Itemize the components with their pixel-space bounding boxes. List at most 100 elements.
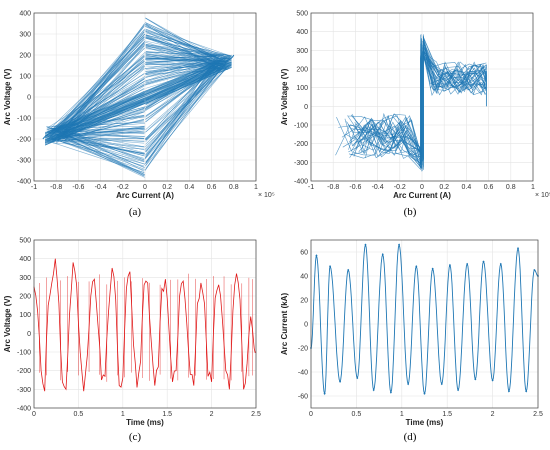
trajectory-line: [145, 59, 222, 157]
trajectory-line: [52, 100, 145, 143]
trajectory-line: [348, 121, 422, 161]
trajectory-line: [356, 113, 422, 156]
x-tick-label: 0.4: [462, 184, 472, 191]
trajectory-line: [48, 65, 145, 128]
y-tick-label: -20: [298, 346, 308, 353]
panel-b-voltage-current-trajectory: -1 -0.8 -0.6 -0.4 -0.2 0 0.2 0.4 0.6 0.8 1 -400 -300…: [280, 11, 550, 201]
x-tick-label: 2: [210, 411, 214, 418]
trajectory-line: [145, 65, 222, 141]
trajectory-line: [145, 53, 225, 66]
panel-a-voltage-current-scatter: -1 -0.8 -0.6 -0.4 -0.2 0 0.2 0.4 0.6 0.8 1 -400 -300…: [3, 11, 275, 201]
trajectory-line: [47, 115, 144, 132]
trajectory-line: [45, 64, 232, 143]
x-tick-label: 1: [121, 411, 125, 418]
trajectory-line: [45, 55, 232, 134]
x-tick-label: 0.4: [185, 184, 195, 191]
trajectory-line: [45, 58, 232, 137]
trajectory-line: [335, 124, 422, 156]
trajectory-line: [45, 62, 232, 141]
trajectory-line: [64, 137, 145, 155]
trajectory-line: [62, 56, 145, 143]
y-tick-label: 60: [300, 250, 308, 257]
data-point: [466, 263, 469, 265]
trajectory-line: [45, 63, 232, 142]
trajectory-line: [145, 64, 216, 123]
y-tick-label: 200: [296, 67, 308, 74]
y-tick-label: -200: [17, 368, 31, 375]
y-tick-label: 400: [19, 256, 31, 263]
data-point: [381, 253, 384, 256]
x-tick-label: -0.4: [372, 184, 384, 191]
trajectory-line: [45, 61, 232, 140]
data-point: [347, 269, 350, 271]
trajectory-line: [144, 21, 232, 66]
trajectory-line: [45, 62, 232, 141]
trajectory-line: [350, 115, 422, 168]
x-tick-label: 2.5: [533, 411, 543, 418]
y-tick-label: 400: [296, 29, 308, 36]
trajectory-line: [45, 63, 232, 142]
trajectory-line: [45, 55, 232, 135]
trajectory-line: [55, 100, 145, 128]
trajectory-line: [45, 55, 232, 134]
trajectory-line: [45, 61, 232, 140]
trajectory-line: [45, 57, 232, 136]
x-tick-label: 1: [400, 411, 404, 418]
x-tick-label: 2.5: [251, 411, 261, 418]
x-tick-label: -0.8: [327, 184, 339, 191]
trajectory-line: [45, 67, 232, 146]
trajectory-line: [146, 59, 217, 68]
y-tick-label: -200: [294, 141, 308, 148]
x-tick-label: 0.5: [74, 411, 84, 418]
trajectory-line: [145, 65, 219, 69]
x-tick-label: 1: [531, 184, 535, 191]
y-tick-label: 100: [296, 85, 308, 92]
trajectory-line: [45, 64, 232, 143]
trajectory-line: [144, 63, 222, 112]
trajectory-line: [45, 62, 232, 142]
data-point: [339, 380, 341, 383]
trajectory-line: [145, 45, 229, 63]
x-tick-label: 0.2: [162, 184, 172, 191]
trajectory-line: [144, 24, 218, 69]
y-tick-label: 20: [300, 298, 308, 305]
x-axis-label: Arc Current (A): [116, 191, 174, 200]
trajectory-line: [145, 59, 215, 109]
y-tick-label: 0: [304, 322, 308, 329]
trajectory-line: [45, 66, 232, 145]
trajectory-line: [145, 37, 229, 68]
y-tick-label: -100: [17, 116, 31, 123]
data-point: [356, 377, 359, 379]
trajectory-line: [45, 55, 232, 134]
y-tick-label: -400: [17, 406, 31, 413]
trajectory-line: [354, 114, 422, 155]
trajectory-line: [422, 55, 484, 96]
trajectory-line: [52, 142, 145, 150]
trajectory-line: [45, 64, 232, 144]
y-tick-label: 0: [27, 331, 31, 338]
x-tick-label: 0.6: [484, 184, 494, 191]
trajectory-line: [45, 58, 232, 137]
trajectory-line: [45, 66, 232, 145]
x-tick-label: -0.2: [394, 184, 406, 191]
data-point: [323, 392, 326, 395]
trajectory-line: [45, 57, 232, 136]
trajectory-line: [56, 64, 145, 137]
x-tick-label: 1: [254, 184, 258, 191]
trajectory-line: [49, 39, 145, 134]
trajectory-line: [45, 65, 232, 144]
y-tick-label: -400: [294, 179, 308, 186]
trajectory-line: [348, 112, 422, 159]
trajectory-line: [45, 62, 232, 141]
trajectory-line: [45, 56, 232, 135]
y-tick-label: -300: [17, 387, 31, 394]
data-point: [415, 265, 418, 268]
trajectory-line: [45, 66, 232, 146]
trajectory-line: [63, 111, 145, 144]
trajectory-line: [145, 64, 225, 158]
trajectory-line: [45, 60, 232, 139]
trajectory-line: [45, 62, 232, 142]
trajectory-line: [57, 130, 145, 135]
data-point: [525, 390, 528, 393]
x-axis-label: Time (ms): [126, 418, 164, 427]
